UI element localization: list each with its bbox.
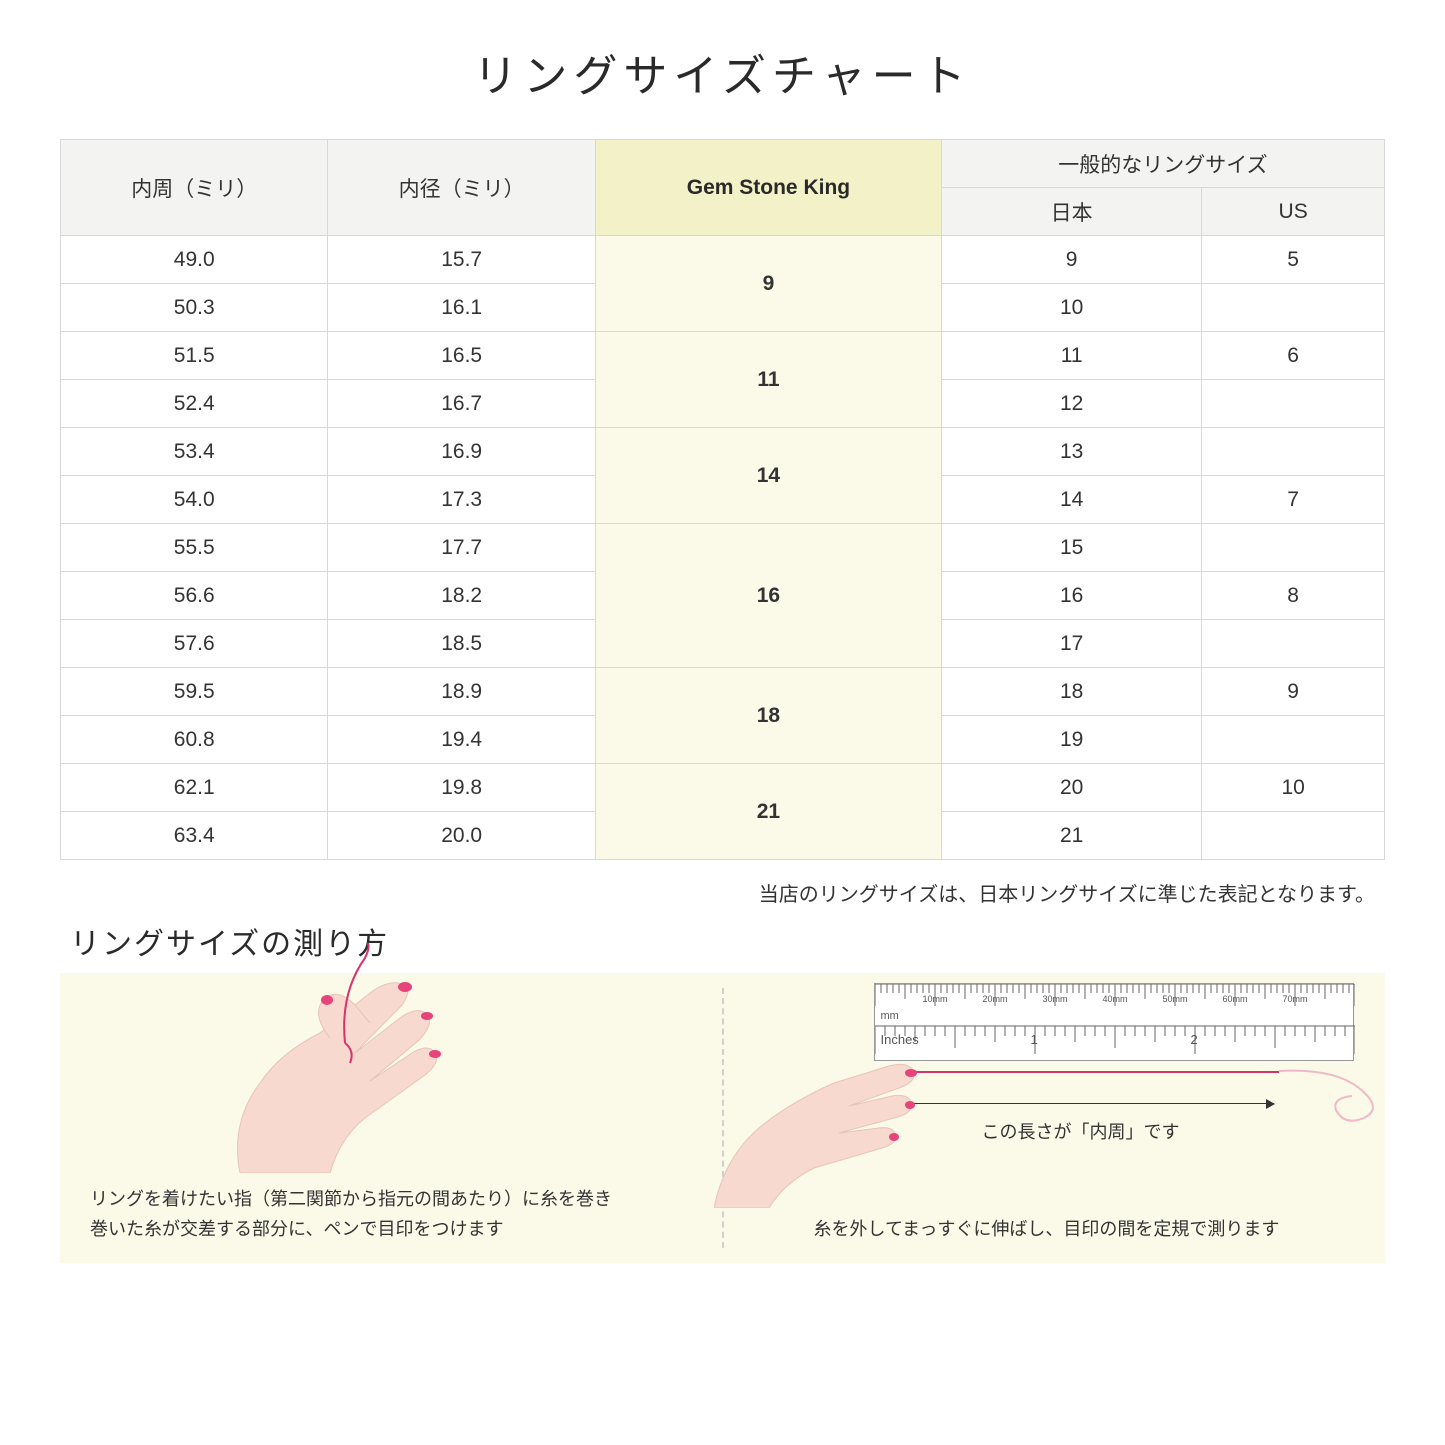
cell-japan: 21 xyxy=(941,812,1201,860)
cell-gsk: 18 xyxy=(595,668,941,764)
table-row: 53.416.91413 xyxy=(61,428,1385,476)
ruler-inch-label: 2 xyxy=(1191,1032,1198,1047)
cell-japan: 18 xyxy=(941,668,1201,716)
cell-circumference: 57.6 xyxy=(61,620,328,668)
cell-japan: 9 xyxy=(941,236,1201,284)
ruler-inch-label: 1 xyxy=(1031,1032,1038,1047)
cell-gsk: 11 xyxy=(595,332,941,428)
page-title: リングサイズチャート xyxy=(60,40,1385,104)
cell-japan: 11 xyxy=(941,332,1201,380)
cell-japan: 16 xyxy=(941,572,1201,620)
hand-hold-illustration xyxy=(714,1028,924,1208)
ruler-tick-label: 70mm xyxy=(1283,994,1308,1004)
cell-japan: 12 xyxy=(941,380,1201,428)
table-row: 59.518.918189 xyxy=(61,668,1385,716)
cell-gsk: 9 xyxy=(595,236,941,332)
howto-right-caption: 糸を外してまっすぐに伸ばし、目印の間を定規で測ります xyxy=(814,1214,1280,1245)
cell-circumference: 56.6 xyxy=(61,572,328,620)
ruler-mm-label: mm xyxy=(881,1010,899,1022)
cell-us xyxy=(1202,524,1385,572)
table-row: 55.517.71615 xyxy=(61,524,1385,572)
cell-us: 8 xyxy=(1202,572,1385,620)
cell-us xyxy=(1202,620,1385,668)
cell-us: 10 xyxy=(1202,764,1385,812)
col-us: US xyxy=(1202,188,1385,236)
thread-line xyxy=(884,1071,1279,1073)
cell-diameter: 17.7 xyxy=(328,524,595,572)
cell-diameter: 18.2 xyxy=(328,572,595,620)
cell-us xyxy=(1202,284,1385,332)
cell-japan: 14 xyxy=(941,476,1201,524)
cell-diameter: 20.0 xyxy=(328,812,595,860)
table-row: 51.516.511116 xyxy=(61,332,1385,380)
hand-wrap-illustration xyxy=(190,943,520,1173)
cell-diameter: 16.7 xyxy=(328,380,595,428)
ruler-tick-label: 60mm xyxy=(1223,994,1248,1004)
cell-circumference: 63.4 xyxy=(61,812,328,860)
cell-circumference: 60.8 xyxy=(61,716,328,764)
cell-diameter: 15.7 xyxy=(328,236,595,284)
cell-circumference: 55.5 xyxy=(61,524,328,572)
cell-diameter: 18.5 xyxy=(328,620,595,668)
cell-us xyxy=(1202,716,1385,764)
cell-japan: 13 xyxy=(941,428,1201,476)
cell-circumference: 51.5 xyxy=(61,332,328,380)
cell-diameter: 16.9 xyxy=(328,428,595,476)
howto-step-2: mm Inches 10mm20mm30mm40mm50mm60mm70mm12… xyxy=(724,973,1386,1263)
cell-japan: 19 xyxy=(941,716,1201,764)
cell-diameter: 16.5 xyxy=(328,332,595,380)
cell-circumference: 62.1 xyxy=(61,764,328,812)
measure-label: この長さが「内周」です xyxy=(982,1118,1180,1144)
cell-us: 5 xyxy=(1202,236,1385,284)
col-japan: 日本 xyxy=(941,188,1201,236)
measure-arrow xyxy=(886,1103,1274,1104)
cell-circumference: 49.0 xyxy=(61,236,328,284)
cell-circumference: 50.3 xyxy=(61,284,328,332)
cell-us xyxy=(1202,380,1385,428)
col-general: 一般的なリングサイズ xyxy=(941,140,1384,188)
table-row: 62.119.8212010 xyxy=(61,764,1385,812)
cell-japan: 15 xyxy=(941,524,1201,572)
table-row: 49.015.7995 xyxy=(61,236,1385,284)
howto-panel: リングを着けたい指（第二関節から指元の間あたり）に糸を巻き 巻いた糸が交差する部… xyxy=(60,973,1385,1263)
cell-diameter: 19.4 xyxy=(328,716,595,764)
col-circumference: 内周（ミリ） xyxy=(61,140,328,236)
cell-diameter: 17.3 xyxy=(328,476,595,524)
cell-gsk: 14 xyxy=(595,428,941,524)
cell-us: 7 xyxy=(1202,476,1385,524)
cell-diameter: 16.1 xyxy=(328,284,595,332)
ruler-tick-label: 20mm xyxy=(983,994,1008,1004)
cell-diameter: 18.9 xyxy=(328,668,595,716)
cell-us: 9 xyxy=(1202,668,1385,716)
col-diameter: 内径（ミリ） xyxy=(328,140,595,236)
cell-circumference: 59.5 xyxy=(61,668,328,716)
cell-circumference: 53.4 xyxy=(61,428,328,476)
cell-us: 6 xyxy=(1202,332,1385,380)
ruler-tick-label: 10mm xyxy=(923,994,948,1004)
col-gsk: Gem Stone King xyxy=(595,140,941,236)
howto-step-1: リングを着けたい指（第二関節から指元の間あたり）に糸を巻き 巻いた糸が交差する部… xyxy=(60,973,722,1263)
cell-us xyxy=(1202,428,1385,476)
cell-japan: 10 xyxy=(941,284,1201,332)
ruler-tick-label: 40mm xyxy=(1103,994,1128,1004)
cell-circumference: 52.4 xyxy=(61,380,328,428)
cell-japan: 17 xyxy=(941,620,1201,668)
thread-curl xyxy=(1274,1058,1394,1128)
cell-circumference: 54.0 xyxy=(61,476,328,524)
cell-gsk: 16 xyxy=(595,524,941,668)
ruler-tick-label: 30mm xyxy=(1043,994,1068,1004)
cell-diameter: 19.8 xyxy=(328,764,595,812)
cell-japan: 20 xyxy=(941,764,1201,812)
ruler-illustration: mm Inches 10mm20mm30mm40mm50mm60mm70mm12 xyxy=(874,983,1354,1061)
cell-us xyxy=(1202,812,1385,860)
ruler-tick-label: 50mm xyxy=(1163,994,1188,1004)
howto-left-caption: リングを着けたい指（第二関節から指元の間あたり）に糸を巻き 巻いた糸が交差する部… xyxy=(90,1184,612,1245)
ring-size-table: 内周（ミリ） 内径（ミリ） Gem Stone King 一般的なリングサイズ … xyxy=(60,139,1385,860)
footnote: 当店のリングサイズは、日本リングサイズに準じた表記となります。 xyxy=(60,878,1385,907)
cell-gsk: 21 xyxy=(595,764,941,860)
